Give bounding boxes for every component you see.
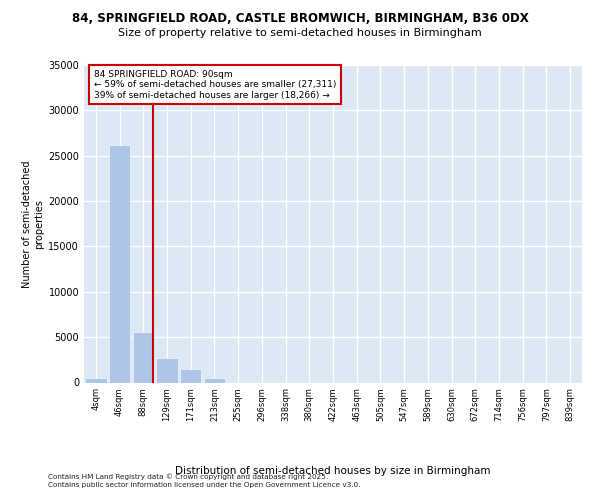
X-axis label: Distribution of semi-detached houses by size in Birmingham: Distribution of semi-detached houses by … [175,466,491,476]
Bar [204,378,225,382]
Bar [133,332,154,382]
Y-axis label: Number of semi-detached
properties: Number of semi-detached properties [22,160,44,288]
Text: 84, SPRINGFIELD ROAD, CASTLE BROMWICH, BIRMINGHAM, B36 0DX: 84, SPRINGFIELD ROAD, CASTLE BROMWICH, B… [71,12,529,26]
Text: 84 SPRINGFIELD ROAD: 90sqm
← 59% of semi-detached houses are smaller (27,311)
39: 84 SPRINGFIELD ROAD: 90sqm ← 59% of semi… [94,70,337,100]
Text: Size of property relative to semi-detached houses in Birmingham: Size of property relative to semi-detach… [118,28,482,38]
Bar [85,378,107,382]
Bar [157,358,178,382]
Text: Contains HM Land Registry data © Crown copyright and database right 2025.
Contai: Contains HM Land Registry data © Crown c… [48,474,361,488]
Bar [180,370,202,382]
Bar [109,145,130,382]
